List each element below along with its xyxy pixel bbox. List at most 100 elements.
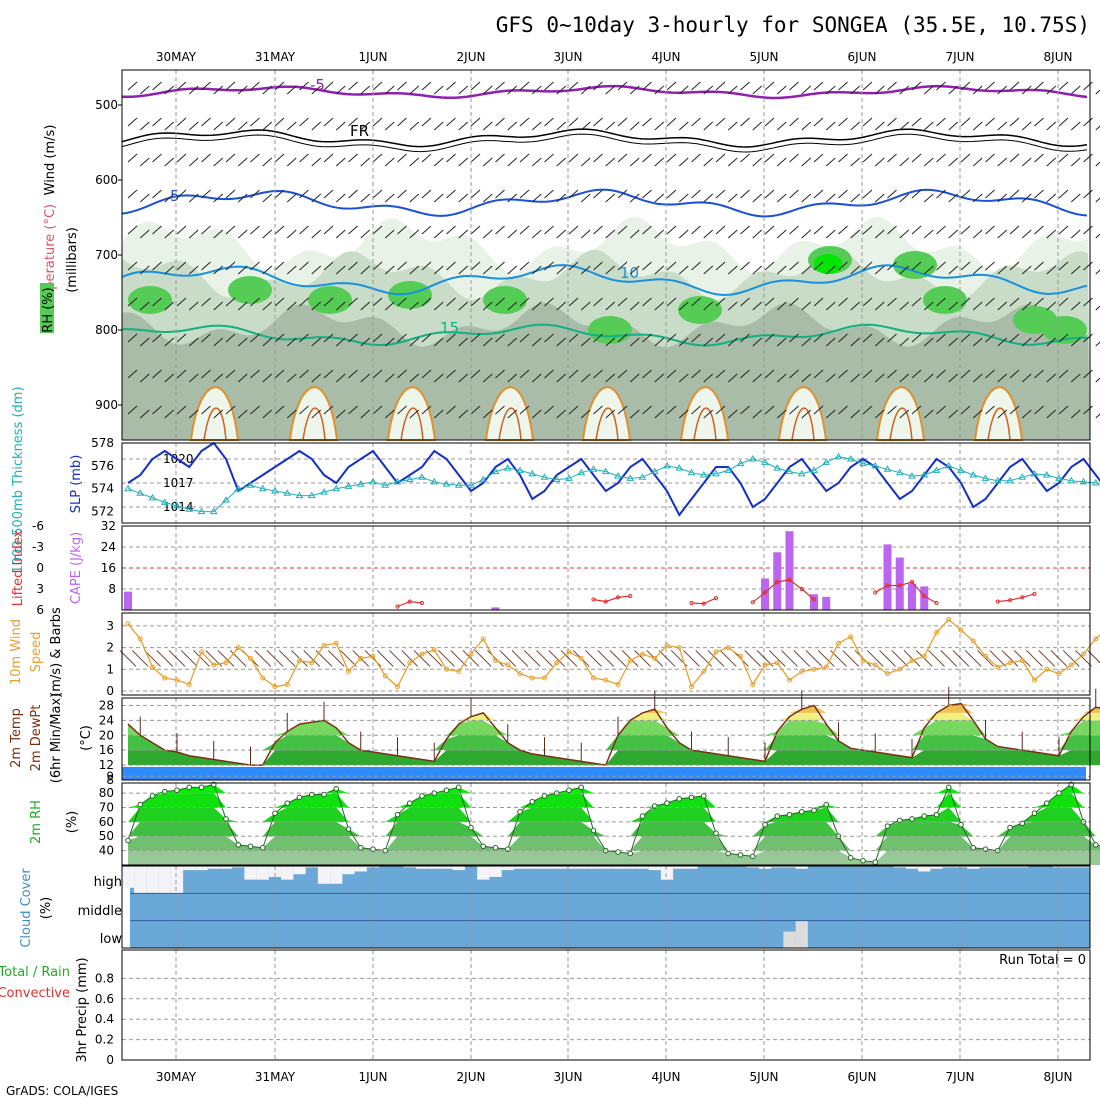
wind-barb xyxy=(719,650,737,667)
wind-barb xyxy=(887,189,897,199)
wind-barb xyxy=(874,85,885,95)
wind-barb xyxy=(225,117,236,127)
wind-barb xyxy=(237,301,248,311)
wind-barb xyxy=(911,117,922,127)
temp-label-3: (6hr Min/Max) xyxy=(49,693,64,783)
wind-barb xyxy=(825,157,836,167)
rh-point xyxy=(455,784,462,791)
wind-barb xyxy=(789,297,799,307)
wind-barb xyxy=(164,229,175,239)
temp-tick: 28 xyxy=(99,698,114,712)
wind-barb xyxy=(899,157,910,167)
wind-barb xyxy=(519,117,530,127)
wind-barb xyxy=(323,261,334,271)
cloud-high-bar xyxy=(489,866,502,877)
wind-barb xyxy=(715,225,726,235)
wind-barb xyxy=(1070,301,1081,311)
wind-barb xyxy=(866,650,884,667)
wind-label-1: 10m Wind xyxy=(9,619,24,685)
wind-speed-point xyxy=(407,660,413,666)
wind-barb xyxy=(531,265,542,275)
thickness-line-point xyxy=(356,480,365,487)
wind-barb xyxy=(874,409,885,419)
wind-barb xyxy=(201,297,211,307)
thickness-line-point xyxy=(773,464,782,471)
cloud-high-bar xyxy=(783,866,796,868)
wind-barb xyxy=(299,297,309,307)
wind-barb xyxy=(139,373,150,383)
wind-barb xyxy=(446,333,456,343)
wind-barb xyxy=(544,189,554,199)
wind-barb xyxy=(989,650,1007,667)
isotherm-10 xyxy=(121,264,1088,296)
wind-barb xyxy=(862,405,873,415)
thickness-line-point xyxy=(699,471,708,478)
wind-barb xyxy=(119,650,137,667)
wind-barb xyxy=(556,409,567,419)
isotherm-minus5 xyxy=(121,84,1088,100)
wind-barb xyxy=(372,225,383,235)
wind-barb xyxy=(299,405,309,415)
wind-barb xyxy=(225,405,236,415)
wind-barb xyxy=(764,225,775,235)
wind-barb xyxy=(960,225,971,235)
wind-barb xyxy=(311,157,322,167)
wind-barb xyxy=(691,81,701,91)
cloud-high-bar xyxy=(256,866,269,880)
wind-barb xyxy=(152,189,162,199)
wind-barb xyxy=(666,153,677,163)
wind-barb xyxy=(458,301,469,311)
wind-barb xyxy=(266,650,284,667)
wind-barb xyxy=(964,650,982,667)
bl-hump-inner xyxy=(302,407,326,441)
wind-barb xyxy=(360,229,371,239)
wind-barb xyxy=(764,189,775,199)
li-tick: -3 xyxy=(32,540,44,554)
bl-hump xyxy=(189,386,240,441)
wind-barb xyxy=(531,157,542,167)
wind-barb xyxy=(544,333,554,343)
wind-barb xyxy=(691,189,701,199)
rh-point xyxy=(1043,800,1050,806)
wind-barb xyxy=(948,157,959,167)
wind-barb xyxy=(384,337,395,347)
cape-bar xyxy=(124,591,132,610)
wind-barb xyxy=(568,261,579,271)
wind-barb xyxy=(923,229,934,239)
rh-point xyxy=(541,793,548,799)
wind-barb xyxy=(801,373,812,383)
thickness-line-point xyxy=(381,481,390,488)
thickness-line-point xyxy=(124,484,132,492)
wind-barb xyxy=(813,405,824,415)
wind-barb xyxy=(286,157,297,167)
wind-barb xyxy=(482,121,493,131)
wind-barb xyxy=(213,193,224,203)
pressure-tick: 700 xyxy=(95,248,118,262)
wind-barb xyxy=(997,121,1008,131)
wind-barb xyxy=(188,85,199,95)
cloud-high-bar xyxy=(575,866,588,869)
wind-barb xyxy=(507,193,518,203)
wind-barb xyxy=(127,333,138,343)
wind-barb xyxy=(127,81,138,91)
wind-speed-point xyxy=(860,658,866,664)
wind-barb xyxy=(188,337,199,347)
wind-barb xyxy=(237,265,248,275)
date-label: 4JUN xyxy=(652,1070,681,1084)
bl-hump xyxy=(484,386,535,441)
wind-barb xyxy=(862,369,873,379)
bl-hump-inner xyxy=(203,407,227,441)
rh-point xyxy=(235,842,242,848)
rh-point xyxy=(823,801,830,808)
wind-barb xyxy=(1050,650,1068,667)
wind-barb xyxy=(776,409,787,419)
wind-barb xyxy=(544,117,554,127)
wind-barb xyxy=(1058,153,1069,163)
wind-barb xyxy=(421,81,432,91)
wind-barb xyxy=(458,157,469,167)
li-point xyxy=(909,579,915,585)
rh-point xyxy=(186,784,193,791)
wind-barb xyxy=(972,121,983,131)
wind-speed-point xyxy=(554,660,560,666)
wind-barb xyxy=(715,189,726,199)
